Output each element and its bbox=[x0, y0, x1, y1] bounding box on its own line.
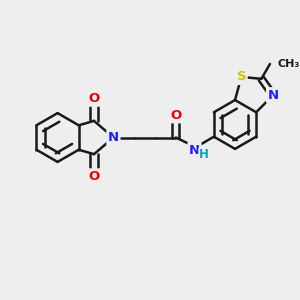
Text: N: N bbox=[189, 143, 200, 157]
Text: O: O bbox=[88, 170, 100, 183]
Text: O: O bbox=[170, 109, 182, 122]
Text: N: N bbox=[268, 89, 279, 102]
Text: CH₃: CH₃ bbox=[278, 59, 300, 69]
Text: S: S bbox=[236, 70, 246, 83]
Text: N: N bbox=[108, 131, 119, 144]
Text: H: H bbox=[199, 148, 209, 161]
Text: O: O bbox=[88, 92, 100, 105]
